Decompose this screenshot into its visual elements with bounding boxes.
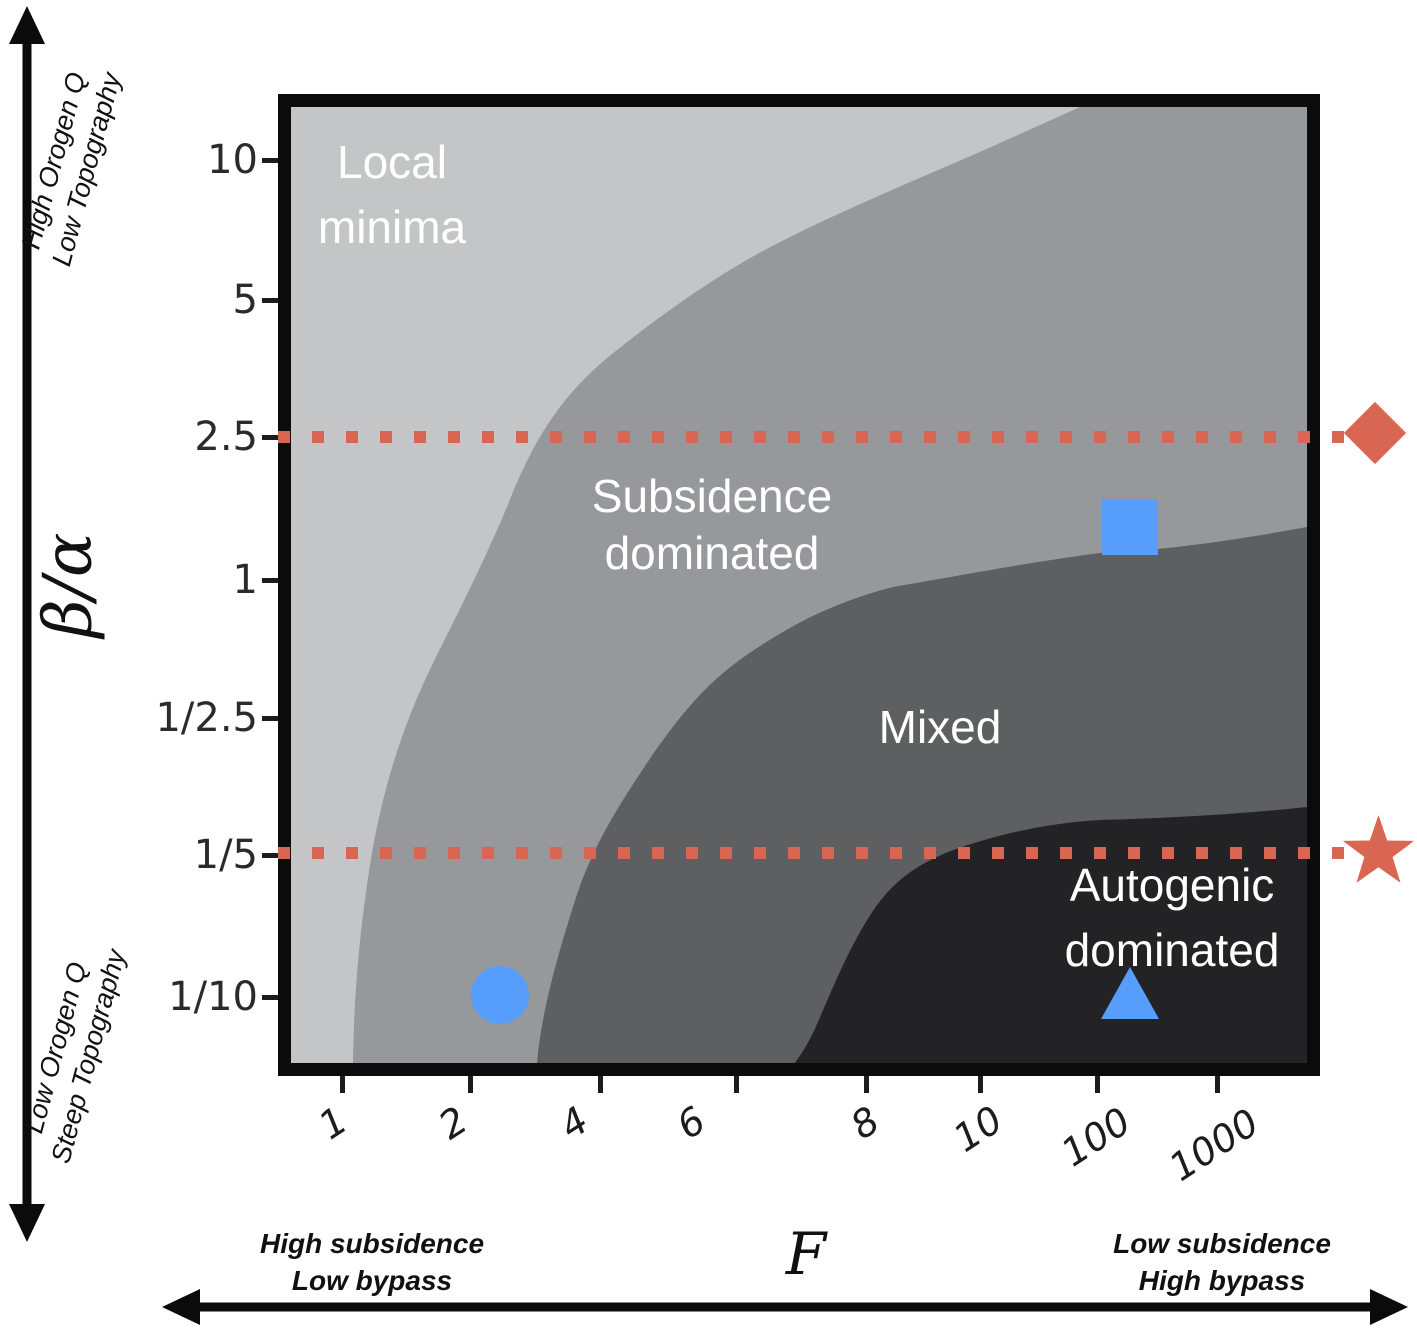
plot-area: Local minima Subsidence dominated Mixed … [278,94,1320,1076]
triangle-marker [1101,967,1159,1019]
label-local-minima: Local minima [318,130,466,260]
x-tick-mark [1095,1076,1100,1093]
y-tick-label-1-5: 1/5 [193,832,258,878]
x-axis-right-annotation: Low subsidence High bypass [1113,1225,1331,1299]
x-tick-label-6: 6 [668,1097,714,1149]
label-subsidence-line1: Subsidence [591,470,833,522]
square-marker [1102,499,1158,555]
x-tick-label-100: 100 [1053,1098,1139,1176]
x-tick-label-4: 4 [551,1097,597,1149]
x-tick-mark [598,1076,603,1093]
x-tick-mark [978,1076,983,1093]
x-tick-label-1: 1 [310,1097,356,1149]
label-mixed: Mixed [879,697,1002,757]
label-local-minima-line2: minima [317,201,467,253]
y-tick-label-1-10: 1/10 [168,974,258,1020]
x-tick-mark [468,1076,473,1093]
label-subsidence-line2: dominated [604,527,820,579]
y-tick-mark [262,435,279,440]
y-tick-label-1-2p5: 1/2.5 [155,695,258,741]
x-tick-mark [340,1076,345,1093]
x-tick-mark [734,1076,739,1093]
reference-line-1-5 [278,847,1350,859]
y-tick-label-1: 1 [232,557,258,603]
y-tick-label-5: 5 [232,277,258,323]
circle-marker [471,966,529,1024]
x-axis-label: F [785,1220,827,1288]
y-tick-mark [262,298,279,303]
y-tick-mark [262,853,279,858]
x-axis-left-annotation-line1: High subsidence [259,1228,485,1259]
label-autogenic-line2: dominated [1064,924,1280,976]
y-tick-mark [262,578,279,583]
x-tick-label-2: 2 [430,1097,476,1149]
label-local-minima-line1: Local [337,136,447,188]
y-tick-label-10: 10 [207,137,258,183]
y-tick-mark [262,716,279,721]
y-axis-label: β/α [29,532,107,638]
label-mixed-line1: Mixed [878,701,1002,753]
diamond-marker [1343,401,1407,465]
x-axis-double-arrow [162,1289,1408,1325]
y-tick-mark [262,158,279,163]
label-autogenic-dominated: Autogenic dominated [1065,853,1280,983]
reference-line-2p5 [278,431,1350,443]
label-subsidence-dominated: Subsidence dominated [592,468,832,582]
x-tick-label-1000: 1000 [1161,1100,1267,1190]
y-tick-mark [262,995,279,1000]
x-axis-right-annotation-line1: Low subsidence [1113,1228,1331,1259]
y-tick-label-2p5: 2.5 [194,414,258,460]
y-axis-double-arrow [9,6,45,1242]
x-axis-left-annotation-line2: Low bypass [291,1265,453,1296]
phase-regions [291,107,1307,1063]
x-axis-right-annotation-line2: High bypass [1138,1265,1306,1296]
label-autogenic-line1: Autogenic [1069,859,1275,911]
x-tick-mark [864,1076,869,1093]
region-autogenic-dominated [795,807,1307,1063]
star-marker [1342,814,1415,883]
x-tick-mark [1215,1076,1220,1093]
x-axis-left-annotation: High subsidence Low bypass [260,1225,484,1299]
